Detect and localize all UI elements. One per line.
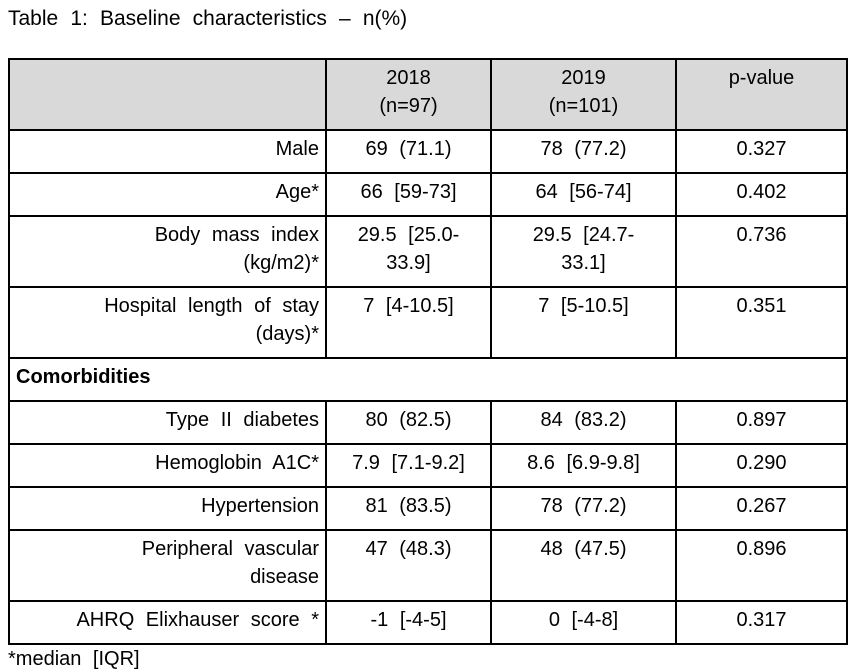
footnote-median-iqr: *median [IQR] <box>8 648 140 670</box>
value-2019-cell: 84 (83.2) <box>490 400 677 445</box>
table-row-type2-diabetes: Type II diabetes 80 (82.5) 84 (83.2) 0.8… <box>8 400 848 445</box>
value-2018-cell: 29.5 [25.0- 33.9] <box>325 215 492 288</box>
row-label-cell: Hospital length of stay (days)* <box>8 286 327 359</box>
table-row-age: Age* 66 [59-73] 64 [56-74] 0.402 <box>8 172 848 217</box>
p-value-cell: 0.290 <box>675 443 848 488</box>
value-2018-cell: 80 (82.5) <box>325 400 492 445</box>
table-row-male: Male 69 (71.1) 78 (77.2) 0.327 <box>8 129 848 174</box>
value-2018-cell: 69 (71.1) <box>325 129 492 174</box>
value-2018-cell: 47 (48.3) <box>325 529 492 602</box>
table-row-peripheral-vascular-disease: Peripheral vascular disease 47 (48.3) 48… <box>8 529 848 602</box>
value-2019-cell: 64 [56-74] <box>490 172 677 217</box>
column-header-pvalue: p-value <box>675 58 848 131</box>
p-value-cell: 0.267 <box>675 486 848 531</box>
row-label-cell: Age* <box>8 172 327 217</box>
value-2018-cell: 7.9 [7.1-9.2] <box>325 443 492 488</box>
column-header-2018: 2018 (n=97) <box>325 58 492 131</box>
table-caption: Table 1: Baseline characteristics – n(%) <box>8 7 408 30</box>
value-2019-cell: 48 (47.5) <box>490 529 677 602</box>
value-2018-cell: 7 [4-10.5] <box>325 286 492 359</box>
value-2019-cell: 78 (77.2) <box>490 486 677 531</box>
table-row-hemoglobin-a1c: Hemoglobin A1C* 7.9 [7.1-9.2] 8.6 [6.9-9… <box>8 443 848 488</box>
p-value-cell: 0.402 <box>675 172 848 217</box>
value-2019-cell: 78 (77.2) <box>490 129 677 174</box>
value-2019-cell: 8.6 [6.9-9.8] <box>490 443 677 488</box>
row-label-cell: Type II diabetes <box>8 400 327 445</box>
row-label-cell: Peripheral vascular disease <box>8 529 327 602</box>
column-header-2019: 2019 (n=101) <box>490 58 677 131</box>
comorbidities-section-row: Comorbidities <box>8 357 848 402</box>
p-value-cell: 0.897 <box>675 400 848 445</box>
p-value-cell: 0.351 <box>675 286 848 359</box>
row-label-cell: Hypertension <box>8 486 327 531</box>
page: Table 1: Baseline characteristics – n(%)… <box>0 7 852 670</box>
p-value-cell: 0.736 <box>675 215 848 288</box>
p-value-cell: 0.896 <box>675 529 848 602</box>
table-row-bmi: Body mass index (kg/m2)* 29.5 [25.0- 33.… <box>8 215 848 288</box>
table-row-hospital-los: Hospital length of stay (days)* 7 [4-10.… <box>8 286 848 359</box>
row-label-cell: Hemoglobin A1C* <box>8 443 327 488</box>
column-header-empty <box>8 58 327 131</box>
row-label-cell: Male <box>8 129 327 174</box>
baseline-characteristics-table: 2018 (n=97) 2019 (n=101) p-value Male 69… <box>8 58 848 645</box>
value-2019-cell: 7 [5-10.5] <box>490 286 677 359</box>
header-row: 2018 (n=97) 2019 (n=101) p-value <box>8 58 848 131</box>
p-value-cell: 0.327 <box>675 129 848 174</box>
value-2018-cell: 66 [59-73] <box>325 172 492 217</box>
section-header-comorbidities: Comorbidities <box>8 357 848 402</box>
value-2018-cell: 81 (83.5) <box>325 486 492 531</box>
value-2019-cell: 29.5 [24.7- 33.1] <box>490 215 677 288</box>
table-row-hypertension: Hypertension 81 (83.5) 78 (77.2) 0.267 <box>8 486 848 531</box>
row-label-cell: Body mass index (kg/m2)* <box>8 215 327 288</box>
